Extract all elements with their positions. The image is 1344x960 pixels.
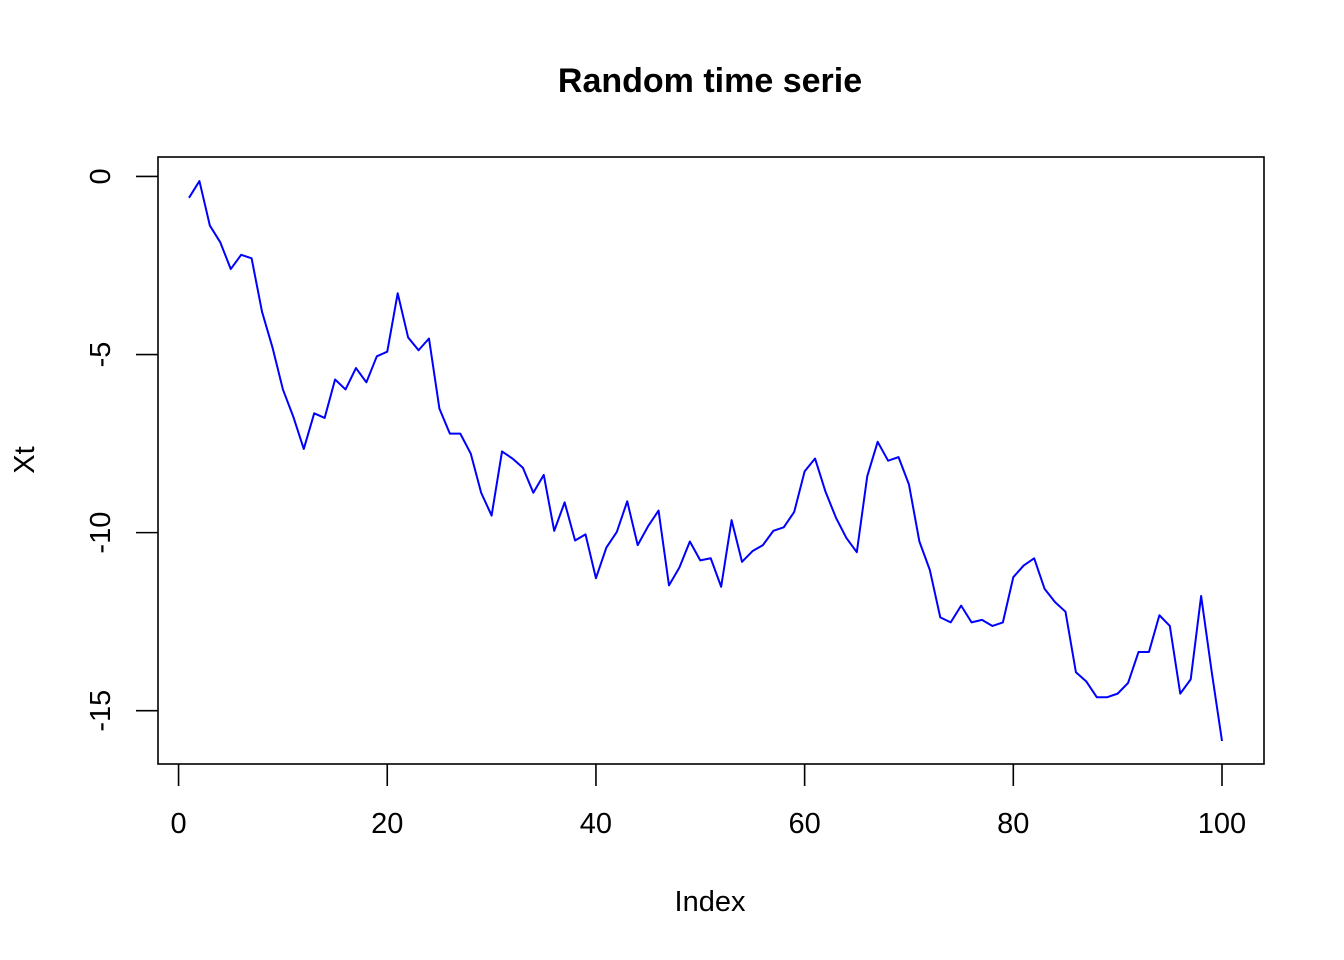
series-line-0: [188, 180, 1223, 742]
series-layer: [188, 180, 1223, 742]
y-tick-label: -15: [85, 690, 117, 732]
y-axis-ticks: 0 -5 -10 -15: [85, 168, 158, 732]
plot-area-frame: [157, 156, 1265, 765]
y-tick-label: 0: [85, 168, 117, 184]
x-axis-label: Index: [675, 886, 746, 918]
y-axis-label: Xt: [9, 446, 41, 473]
x-tick-label: 80: [997, 808, 1029, 840]
x-tick-label: 100: [1198, 808, 1246, 840]
x-tick-label: 0: [170, 808, 186, 840]
y-tick-label: -5: [85, 342, 117, 368]
y-tick-label: -10: [85, 512, 117, 554]
chart-title: Random time serie: [558, 62, 862, 100]
x-tick-label: 20: [371, 808, 403, 840]
x-tick-label: 40: [580, 808, 612, 840]
x-tick-label: 60: [788, 808, 820, 840]
x-axis-ticks: 0 20 40 60 80 100: [170, 764, 1246, 840]
